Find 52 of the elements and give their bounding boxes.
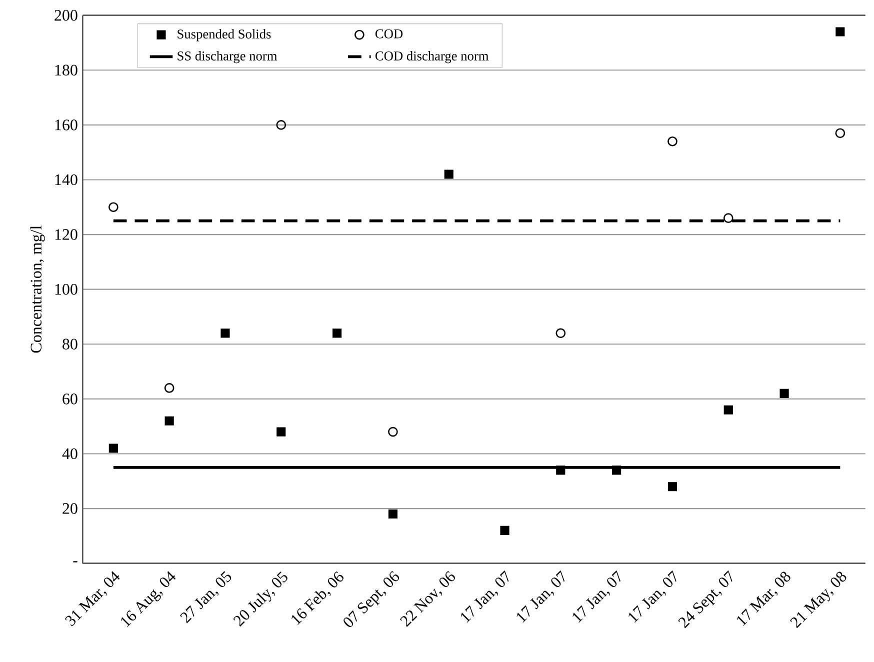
point <box>332 328 342 338</box>
x-tick-label: 07 Sept, 06 <box>344 571 400 627</box>
point <box>108 202 118 212</box>
point <box>835 128 846 138</box>
point <box>220 328 230 338</box>
x-tick-label: 22 Nov, 06 <box>400 571 455 627</box>
legend-label: SS discharge norm <box>178 51 278 64</box>
point <box>668 136 678 146</box>
point <box>276 427 286 436</box>
point <box>164 383 174 393</box>
point <box>388 509 398 519</box>
point <box>276 120 286 130</box>
x-tick-label: 17 Mar, 08 <box>737 572 790 626</box>
y-tick-label: 120 <box>55 229 78 240</box>
y-tick-label: 100 <box>55 284 78 295</box>
legend-label: COD discharge norm <box>375 51 489 64</box>
y-axis-title: Concentration, mg/l <box>30 226 45 353</box>
x-tick-label: 17 Jan, 07 <box>628 570 676 623</box>
point <box>164 416 174 426</box>
x-tick-label: 21 May, 08 <box>790 572 846 628</box>
point <box>780 388 789 398</box>
point <box>108 444 118 453</box>
x-tick-label: 16 Aug, 04 <box>121 571 176 628</box>
point <box>612 466 622 475</box>
legend-label: Suspended Solids <box>178 29 271 42</box>
x-tick-label: 17 Jan, 07 <box>572 570 620 623</box>
point <box>668 482 678 492</box>
point <box>724 405 733 414</box>
y-tick-label: 20 <box>62 503 78 514</box>
y-tick-label: 40 <box>62 448 78 460</box>
y-tick-label: 140 <box>55 174 78 186</box>
point <box>500 526 510 535</box>
y-tick-label: - <box>73 561 78 562</box>
x-tick-label: 17 Jan, 07 <box>516 570 565 623</box>
x-tick-label: 20 July, 05 <box>233 571 288 627</box>
x-tick-label: 16 Feb, 06 <box>292 571 344 625</box>
point <box>388 426 398 437</box>
y-tick-label: 200 <box>54 10 78 21</box>
point <box>444 170 454 179</box>
point <box>723 213 734 224</box>
x-tick-label: 24 Sept, 07 <box>678 570 732 628</box>
point <box>836 27 845 36</box>
y-tick-label: 80 <box>62 338 78 350</box>
legend-label: COD <box>375 29 403 38</box>
point <box>556 466 566 475</box>
y-tick-label: 180 <box>55 64 78 76</box>
x-tick-label: 17 Jan, 07 <box>460 570 509 623</box>
y-tick-label: 160 <box>55 120 78 130</box>
x-tick-label: 31 Mar, 04 <box>64 571 120 626</box>
y-tick-label: 60 <box>62 394 78 404</box>
x-tick-label: 27 Jan, 05 <box>180 571 232 624</box>
point <box>556 328 566 338</box>
